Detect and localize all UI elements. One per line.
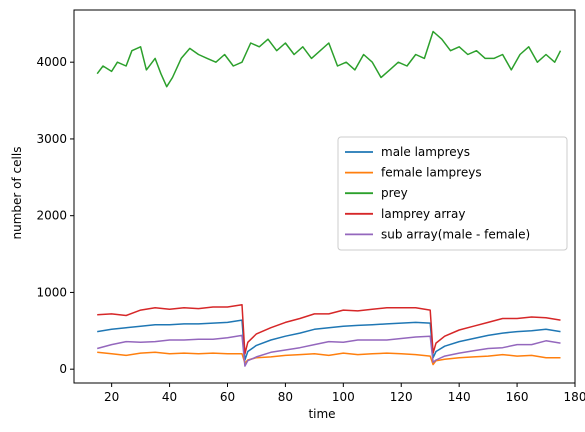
y-tick-label: 0 xyxy=(59,362,67,376)
x-axis-ticks: 20 40 60 80 100 120 140 160 180 xyxy=(104,383,585,404)
x-tick-label: 40 xyxy=(162,390,177,404)
x-tick-label: 100 xyxy=(332,390,355,404)
x-tick-label: 140 xyxy=(448,390,471,404)
legend-label: lamprey array xyxy=(381,207,465,221)
legend: male lampreys female lampreys prey lamprey … xyxy=(337,136,568,251)
x-tick-label: 120 xyxy=(390,390,413,404)
x-tick-label: 20 xyxy=(104,390,119,404)
y-tick-label: 4000 xyxy=(36,55,67,69)
legend-label: sub array(male - female) xyxy=(381,227,530,241)
series-line-5 xyxy=(97,334,561,367)
x-tick-label: 60 xyxy=(220,390,235,404)
y-tick-label: 1000 xyxy=(36,285,67,299)
y-tick-label: 3000 xyxy=(36,132,67,146)
series-line-4 xyxy=(97,303,561,355)
series-line-1 xyxy=(97,319,561,361)
plot-frame xyxy=(73,9,576,384)
x-axis-label: time xyxy=(308,407,335,421)
y-tick-label: 2000 xyxy=(36,209,67,223)
x-tick-label: 80 xyxy=(278,390,293,404)
y-axis-ticks: 0 1000 2000 3000 4000 xyxy=(36,55,74,376)
x-tick-label: 180 xyxy=(564,390,585,404)
legend-box xyxy=(337,136,568,251)
series-line-3 xyxy=(96,30,562,88)
legend-label: prey xyxy=(381,186,408,200)
y-axis-label: number of cells xyxy=(10,147,24,240)
legend-label: male lampreys xyxy=(381,145,470,159)
legend-label: female lampreys xyxy=(381,166,482,180)
series-layer xyxy=(96,30,562,367)
x-tick-label: 160 xyxy=(506,390,529,404)
series-line-2 xyxy=(97,351,561,366)
